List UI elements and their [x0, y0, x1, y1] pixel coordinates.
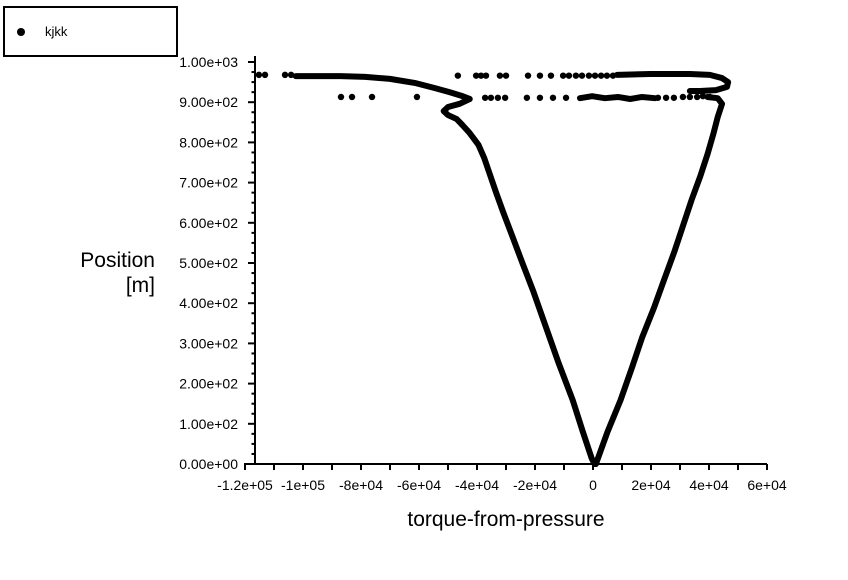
data-point	[454, 72, 462, 79]
data-point	[481, 94, 489, 101]
data-point	[706, 93, 714, 101]
data-point	[565, 72, 573, 79]
data-point	[572, 72, 580, 79]
y-tick-label: 6.00e+02	[179, 215, 238, 231]
legend-series-label: kjkk	[45, 24, 68, 39]
y-tick-label: 9.00e+02	[179, 94, 238, 110]
data-point	[523, 94, 531, 101]
data-path	[292, 73, 598, 467]
data-point	[585, 72, 593, 79]
x-tick-label: -4e+04	[455, 477, 499, 493]
data-point	[368, 93, 376, 101]
x-tick-label: 4e+04	[689, 477, 729, 493]
data-point	[281, 71, 289, 79]
x-axis-title: torque-from-pressure	[407, 508, 605, 531]
data-point	[413, 93, 421, 101]
data-path	[614, 71, 732, 94]
data-point	[487, 94, 495, 101]
data-point	[549, 94, 557, 101]
data-point	[261, 71, 269, 79]
x-tick-label: -1e+05	[281, 477, 325, 493]
data-point	[654, 94, 662, 101]
y-tick-label: 3.00e+02	[179, 335, 238, 351]
data-point	[559, 72, 567, 79]
data-path	[592, 93, 726, 467]
data-point	[494, 94, 502, 101]
x-tick-label: 2e+04	[631, 477, 671, 493]
y-tick-label: 0.00e+00	[179, 456, 238, 472]
data-point	[591, 72, 599, 79]
x-tick-label: 0	[589, 477, 597, 493]
x-tick-label: -1.2e+05	[217, 477, 273, 493]
data-point	[578, 72, 586, 79]
data-point	[670, 94, 678, 101]
y-tick-label: 2.00e+02	[179, 376, 238, 392]
data-point	[477, 72, 485, 79]
data-point	[693, 93, 701, 101]
y-tick-label: 1.00e+02	[179, 416, 238, 432]
data-point	[337, 93, 345, 101]
y-tick-label: 4.00e+02	[179, 295, 238, 311]
data-point	[502, 72, 510, 79]
data-point	[496, 72, 504, 79]
data-point	[603, 72, 611, 79]
data-path	[576, 93, 659, 102]
data-point	[536, 94, 544, 101]
data-point	[609, 72, 617, 79]
data-point	[699, 92, 707, 100]
data-point	[547, 72, 555, 79]
data-point	[482, 72, 490, 79]
data-point	[562, 94, 570, 101]
y-tick-label: 7.00e+02	[179, 175, 238, 191]
x-tick-label: -8e+04	[339, 477, 383, 493]
data-point	[501, 94, 509, 101]
data-point	[524, 72, 532, 79]
data-point	[255, 71, 263, 79]
x-tick-label: 6e+04	[747, 477, 787, 493]
x-tick-label: -2e+04	[513, 477, 557, 493]
y-axis-title-line2: [m]	[125, 274, 155, 297]
data-point	[287, 71, 295, 79]
legend-box: kjkk	[3, 6, 178, 57]
y-axis-title-line1: Position	[80, 249, 155, 272]
data-point	[597, 72, 605, 79]
y-axis-title: Position [m]	[35, 248, 155, 298]
scatter-marker-icon	[17, 27, 25, 36]
data-point	[536, 72, 544, 79]
data-point	[679, 93, 687, 101]
data-point	[662, 94, 670, 101]
x-tick-label: -6e+04	[397, 477, 441, 493]
y-tick-label: 5.00e+02	[179, 255, 238, 271]
y-tick-label: 8.00e+02	[179, 134, 238, 150]
y-tick-label: 1.00e+03	[179, 54, 238, 70]
data-point	[472, 72, 480, 79]
data-point	[348, 93, 356, 101]
data-point	[686, 93, 694, 101]
